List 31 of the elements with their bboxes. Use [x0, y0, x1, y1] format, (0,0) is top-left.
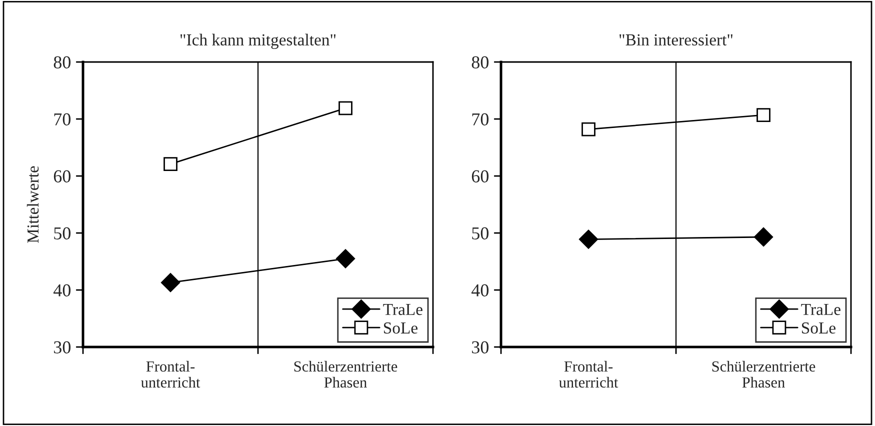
- y-tick-label: 30: [472, 341, 489, 354]
- x-tick-label: Frontal- unterricht: [559, 360, 618, 388]
- legend-label: TraLe: [383, 304, 422, 316]
- point: [578, 230, 598, 249]
- point: [164, 157, 178, 171]
- y-tick-label: 70: [54, 113, 71, 126]
- x-tick-label: Frontal- unterricht: [141, 360, 200, 388]
- y-tick-label: 80: [472, 56, 489, 68]
- y-tick-label: 40: [471, 284, 489, 296]
- legend-label: SoLe: [802, 322, 836, 334]
- y-tick-label: 50: [54, 227, 71, 240]
- point: [160, 273, 180, 292]
- y-tick-label: 60: [54, 170, 71, 182]
- y-tick-label: 50: [472, 227, 489, 240]
- chart-title: "Ich kann mitgestalten": [180, 34, 336, 49]
- x-tick-label: Schülerzentrierte Phasen: [294, 360, 398, 388]
- point: [338, 101, 352, 116]
- point: [582, 122, 596, 136]
- legend-label: TraLe: [801, 304, 840, 316]
- point: [754, 227, 774, 247]
- y-tick-label: 30: [54, 341, 71, 354]
- y-axis-title: Mittelwerte: [26, 166, 39, 243]
- y-tick-label: 70: [472, 113, 489, 126]
- legend-label: SoLe: [384, 322, 418, 334]
- point: [756, 108, 770, 122]
- y-tick-label: 60: [472, 170, 489, 182]
- y-tick-label: 80: [54, 56, 71, 68]
- x-tick-label: Schülerzentrierte Phasen: [712, 360, 816, 388]
- point: [336, 249, 356, 268]
- chart-title: "Bin interessiert": [620, 34, 732, 46]
- y-tick-label: 40: [53, 284, 71, 296]
